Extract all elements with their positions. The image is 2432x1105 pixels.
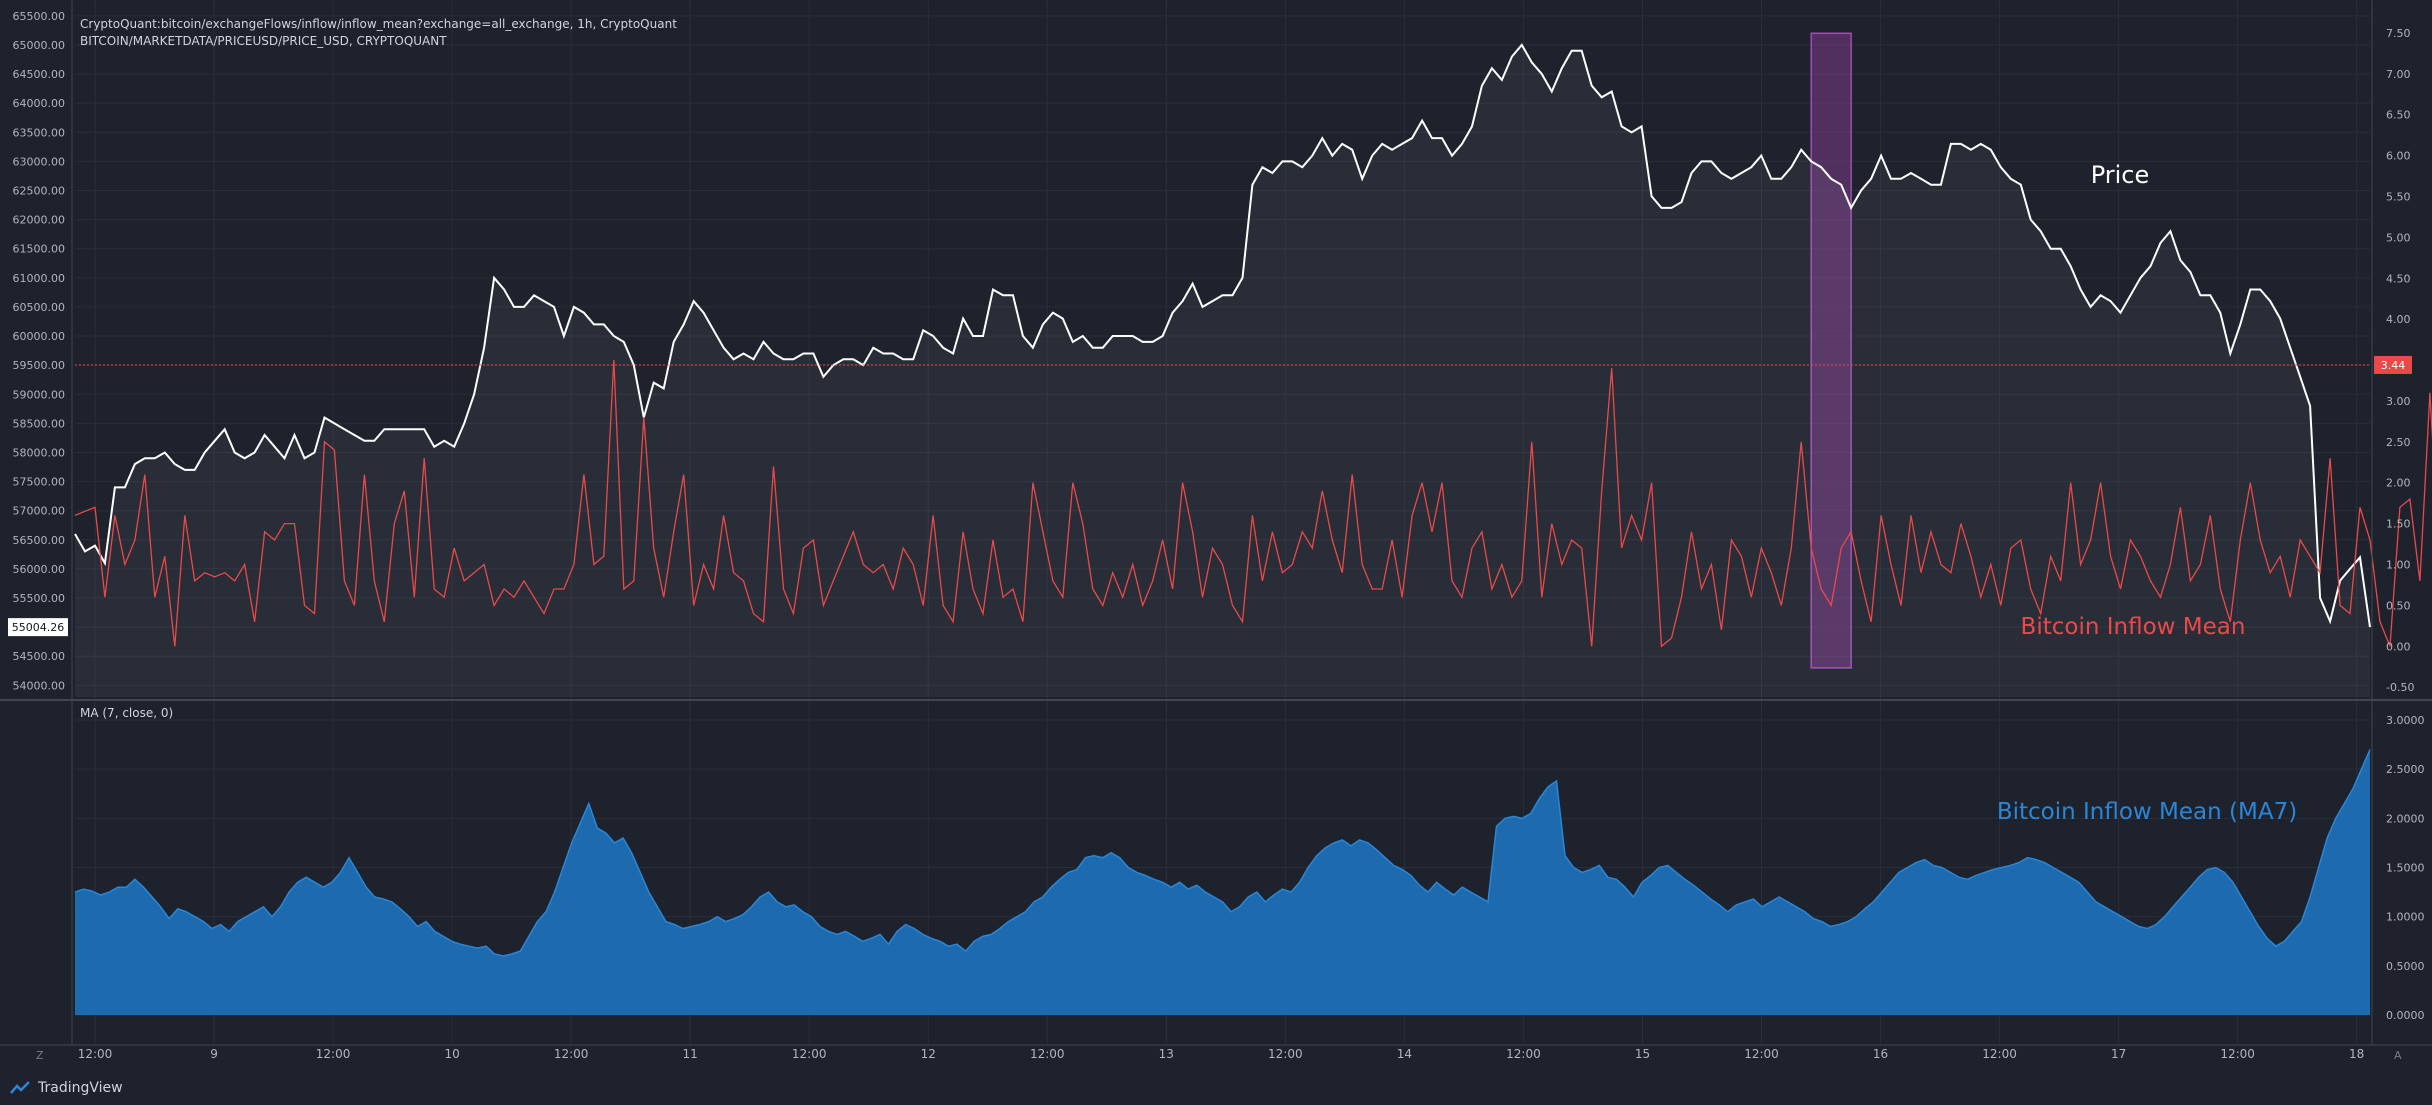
- left-tick-label: 61500.00: [13, 243, 66, 256]
- right-tick-label: 4.50: [2386, 272, 2411, 285]
- right-tick-label: 6.50: [2386, 109, 2411, 122]
- axis-corner-right[interactable]: A: [2394, 1049, 2402, 1062]
- left-tick-label: 60000.00: [13, 330, 66, 343]
- lower-tick-label: 2.0000: [2386, 812, 2425, 825]
- left-tick-label: 62000.00: [13, 214, 66, 227]
- left-tick-label: 65000.00: [13, 39, 66, 52]
- legend-ma-title: MA (7, close, 0): [80, 706, 174, 720]
- inflow-series-label: Bitcoin Inflow Mean: [2021, 614, 2246, 640]
- right-tick-label: 7.50: [2386, 27, 2411, 40]
- highlight-rect: [1810, 32, 1852, 669]
- lower-tick-label: 0.5000: [2386, 960, 2425, 973]
- axis-corner-left[interactable]: Z: [36, 1049, 44, 1062]
- price-current-label: 55004.26: [12, 621, 65, 634]
- x-tick-label: 12:00: [1982, 1047, 2017, 1061]
- x-tick-label: 17: [2111, 1047, 2126, 1061]
- x-tick-label: 12:00: [554, 1047, 589, 1061]
- left-tick-label: 57500.00: [13, 476, 66, 489]
- right-tick-label: 5.00: [2386, 231, 2411, 244]
- left-tick-label: 56000.00: [13, 563, 66, 576]
- left-tick-label: 55500.00: [13, 592, 66, 605]
- series-labels: Price Bitcoin Inflow Mean Bitcoin Inflow M…: [1997, 161, 2297, 825]
- right-tick-label: 0.50: [2386, 599, 2411, 612]
- left-tick-label: 62500.00: [13, 184, 66, 197]
- tradingview-brand[interactable]: TradingView: [10, 1077, 123, 1099]
- x-tick-label: 12:00: [78, 1047, 113, 1061]
- left-tick-label: 58500.00: [13, 417, 66, 430]
- right-tick-label: 4.00: [2386, 313, 2411, 326]
- price-line: [74, 43, 2371, 628]
- x-tick-label: 12:00: [316, 1047, 351, 1061]
- left-tick-label: 63500.00: [13, 126, 66, 139]
- left-tick-label: 64000.00: [13, 97, 66, 110]
- highlight-band: [1810, 32, 1852, 669]
- legend-title-inflow: CryptoQuant:bitcoin/exchangeFlows/inflow…: [80, 17, 677, 31]
- x-tick-label: 12: [921, 1047, 936, 1061]
- left-tick-label: 58000.00: [13, 446, 66, 459]
- left-tick-label: 64500.00: [13, 68, 66, 81]
- brand-name: TradingView: [38, 1080, 123, 1096]
- right-tick-label: -0.50: [2386, 681, 2414, 694]
- left-tick-label: 54000.00: [13, 679, 66, 692]
- price-area: [75, 44, 2370, 697]
- x-tick-label: 18: [2349, 1047, 2364, 1061]
- right-tick-label: 1.50: [2386, 518, 2411, 531]
- right-tick-label: 7.00: [2386, 68, 2411, 81]
- tradingview-logo-icon: [10, 1081, 30, 1094]
- x-tick-label: 13: [1159, 1047, 1174, 1061]
- x-tick-label: 14: [1397, 1047, 1412, 1061]
- right-tick-label: 3.00: [2386, 395, 2411, 408]
- x-tick-label: 12:00: [792, 1047, 827, 1061]
- x-tick-label: 12:00: [1030, 1047, 1065, 1061]
- x-tick-label: 15: [1635, 1047, 1650, 1061]
- right-tick-label: 6.00: [2386, 150, 2411, 163]
- right-tick-label: 0.00: [2386, 640, 2411, 653]
- right-tick-label: 2.00: [2386, 477, 2411, 490]
- left-tick-label: 61000.00: [13, 272, 66, 285]
- ma-area: [75, 749, 2370, 1015]
- lower-tick-label: 0.0000: [2386, 1009, 2425, 1022]
- legend-title-price: BITCOIN/MARKETDATA/PRICEUSD/PRICE_USD, C…: [80, 34, 447, 48]
- price-current-badge: [8, 618, 68, 637]
- right-tick-label: 2.50: [2386, 436, 2411, 449]
- x-tick-label: 10: [444, 1047, 459, 1061]
- lower-tick-label: 1.5000: [2386, 862, 2425, 875]
- left-tick-label: 63000.00: [13, 155, 66, 168]
- lower-tick-label: 3.0000: [2386, 714, 2425, 727]
- plot-panes: [74, 43, 2432, 1015]
- price-series-label: Price: [2091, 161, 2150, 189]
- left-tick-label: 60500.00: [13, 301, 66, 314]
- x-tick-label: 12:00: [1268, 1047, 1303, 1061]
- left-tick-label: 59500.00: [13, 359, 66, 372]
- left-tick-label: 65500.00: [13, 10, 66, 23]
- lower-tick-label: 1.0000: [2386, 911, 2425, 924]
- ma-series-label: Bitcoin Inflow Mean (MA7): [1997, 799, 2297, 825]
- inflow-current-badge: [2374, 355, 2412, 374]
- left-tick-label: 54500.00: [13, 650, 66, 663]
- x-tick-label: 12:00: [1506, 1047, 1541, 1061]
- inflow-current-label: 3.44: [2381, 359, 2406, 372]
- left-tick-label: 57000.00: [13, 505, 66, 518]
- inflow-line: [74, 359, 2432, 648]
- x-tick-label: 12:00: [2220, 1047, 2255, 1061]
- left-tick-label: 56500.00: [13, 534, 66, 547]
- x-tick-label: 9: [210, 1047, 218, 1061]
- right-tick-label: 1.00: [2386, 559, 2411, 572]
- x-tick-label: 12:00: [1744, 1047, 1779, 1061]
- left-tick-label: 59000.00: [13, 388, 66, 401]
- right-tick-label: 5.50: [2386, 190, 2411, 203]
- lower-tick-label: 2.5000: [2386, 763, 2425, 776]
- ma-line: [74, 749, 2371, 957]
- axes: 12:00 9 12:00 10 12:00 11 12:00 12 12:00 13 12:00 1…: [0, 0, 2432, 1061]
- x-tick-label: 11: [683, 1047, 698, 1061]
- x-tick-label: 16: [1873, 1047, 1888, 1061]
